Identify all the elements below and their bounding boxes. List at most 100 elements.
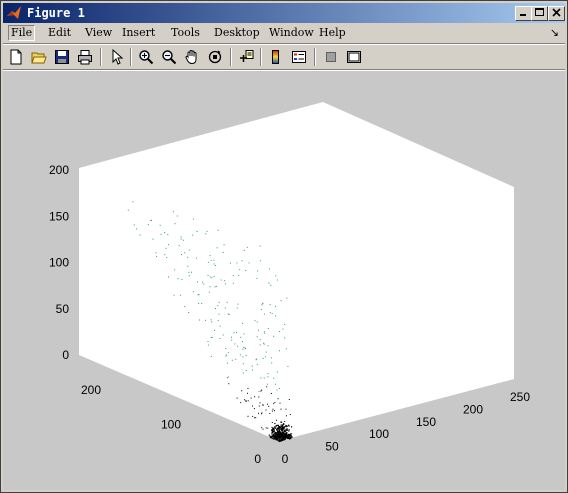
scatter-point <box>274 383 276 385</box>
scatter-point <box>237 303 239 305</box>
scatter-point <box>251 365 253 367</box>
scatter-point <box>237 345 239 347</box>
dock-figure-icon[interactable]: ↘ <box>549 26 559 39</box>
scatter-point <box>209 286 211 288</box>
scatter-point <box>181 278 183 280</box>
scatter-point <box>277 433 278 435</box>
scatter-point <box>241 390 243 392</box>
scatter-point <box>271 362 273 364</box>
menu-view[interactable]: View <box>85 26 113 39</box>
menu-window[interactable]: Window <box>269 26 314 39</box>
menu-tools[interactable]: Tools <box>171 26 200 39</box>
menu-file[interactable]: File <box>8 25 36 41</box>
data-cursor-icon <box>240 50 254 62</box>
pan-button[interactable] <box>182 47 202 67</box>
scatter-point <box>198 294 200 296</box>
arrow-pointer-icon <box>112 49 124 65</box>
x-tick-label: 100 <box>369 427 389 441</box>
scatter-point <box>277 429 279 431</box>
scatter-point <box>219 325 221 327</box>
menu-desktop[interactable]: Desktop <box>214 26 260 39</box>
scatter-point <box>228 314 230 315</box>
legend-button[interactable] <box>289 47 309 67</box>
close-button[interactable] <box>548 6 565 21</box>
scatter-point <box>258 391 260 392</box>
scatter-point <box>242 341 243 343</box>
scatter-point <box>195 257 197 259</box>
zoom-out-button[interactable] <box>159 47 179 67</box>
scatter-point <box>279 428 281 430</box>
scatter-point <box>247 415 249 417</box>
scatter-point <box>239 354 241 356</box>
colorbar-button[interactable] <box>266 47 286 67</box>
scatter-point <box>228 383 230 385</box>
data-cursor-button[interactable] <box>236 47 256 67</box>
scatter-point <box>277 424 279 426</box>
toolbar-separator <box>100 48 102 66</box>
scatter-point <box>281 426 284 428</box>
rotate-3d-button[interactable] <box>205 47 225 67</box>
new-figure-button[interactable] <box>6 47 26 67</box>
scatter-point <box>285 425 287 427</box>
scatter-point <box>285 428 287 431</box>
scatter-point <box>290 434 292 436</box>
scatter-point <box>285 348 287 350</box>
scatter-point <box>278 432 280 434</box>
scatter-point <box>272 432 274 434</box>
scatter-point <box>278 388 280 389</box>
scatter-point <box>255 359 257 361</box>
scatter-point <box>273 403 275 405</box>
scatter-point <box>272 431 274 433</box>
z-tick-label: 200 <box>49 163 69 177</box>
save-figure-button[interactable] <box>52 47 72 67</box>
print-figure-button[interactable] <box>75 47 95 67</box>
zoom-in-button[interactable] <box>136 47 156 67</box>
scatter-point <box>277 435 280 437</box>
title-bar[interactable]: Figure 1 <box>3 3 565 23</box>
figure-toolbar <box>3 45 565 69</box>
scatter-point <box>263 313 265 315</box>
scatter-point <box>259 339 261 341</box>
scatter-point <box>279 440 281 442</box>
edit-plot-button[interactable] <box>107 47 127 67</box>
scatter-point <box>234 343 236 345</box>
open-file-button[interactable] <box>29 47 49 67</box>
plot-3d-axes[interactable]: 0 50 100 150 200 0 100 200 0 50 100 150 200 250 <box>3 71 565 490</box>
scatter-point <box>275 275 277 277</box>
scatter-point <box>274 438 276 440</box>
scatter-point <box>275 436 277 438</box>
scatter-point <box>282 432 284 435</box>
scatter-point <box>275 433 277 435</box>
hide-plot-tools-button[interactable] <box>321 47 341 67</box>
scatter-point <box>276 432 278 434</box>
minimize-button[interactable] <box>515 6 532 21</box>
scatter-point <box>286 425 288 427</box>
scatter-point <box>279 431 282 433</box>
scatter-point <box>288 430 290 432</box>
scatter-point <box>286 432 288 434</box>
scatter-point <box>282 436 284 439</box>
scatter-point <box>271 435 273 437</box>
scatter-point <box>197 294 199 296</box>
show-plot-tools-icon <box>347 51 361 63</box>
scatter-point <box>261 427 263 429</box>
scatter-point <box>192 234 194 236</box>
scatter-point <box>271 410 273 412</box>
scatter-point <box>283 426 285 428</box>
scatter-point <box>262 404 264 406</box>
scatter-point <box>282 437 284 439</box>
scatter-point <box>210 355 212 357</box>
menu-edit[interactable]: Edit <box>48 26 72 39</box>
maximize-button[interactable] <box>531 6 548 21</box>
show-plot-tools-button[interactable] <box>344 47 364 67</box>
scatter-point <box>202 281 204 283</box>
scatter-point <box>206 230 208 232</box>
scatter-point <box>127 209 129 211</box>
figure-canvas[interactable]: 0 50 100 150 200 0 100 200 0 50 100 150 200 250 <box>3 71 565 490</box>
scatter-point <box>214 286 216 288</box>
scatter-point <box>283 423 285 425</box>
menu-insert[interactable]: Insert <box>122 26 156 39</box>
scatter-point <box>281 435 283 437</box>
menu-help[interactable]: Help <box>319 26 346 39</box>
scatter-point <box>275 305 277 307</box>
